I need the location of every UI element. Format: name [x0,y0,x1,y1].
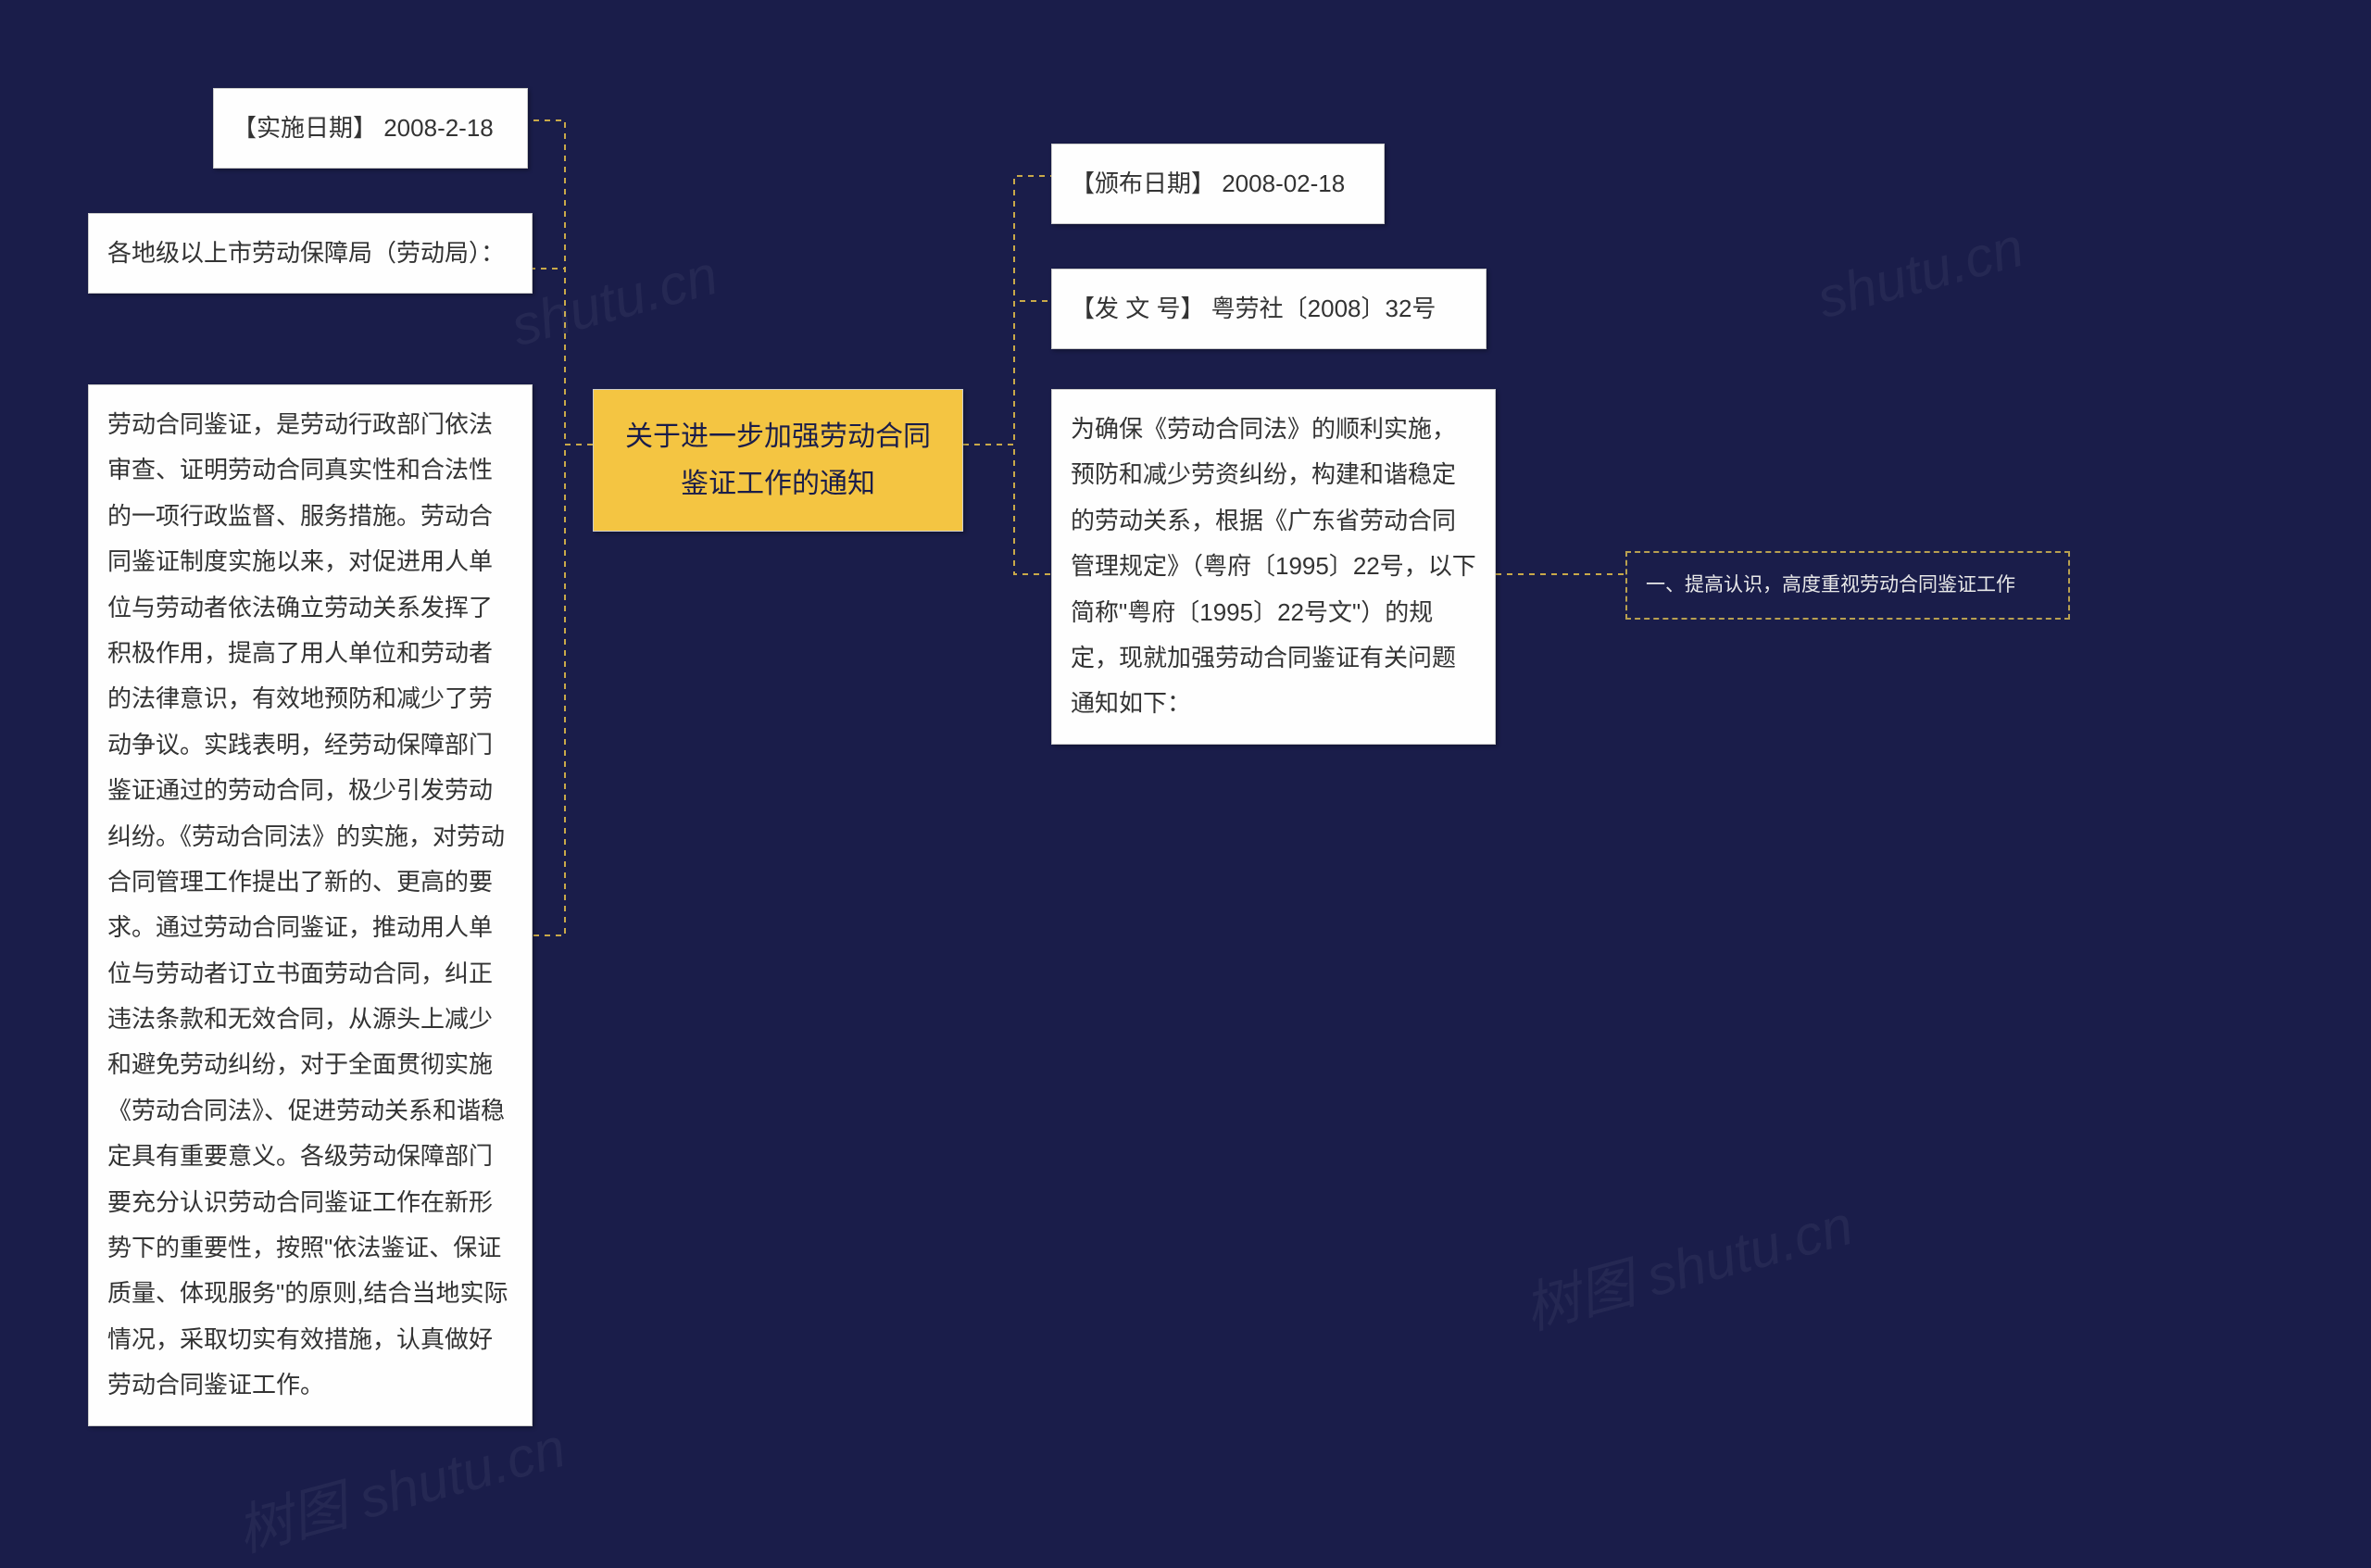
node-impl-date[interactable]: 【实施日期】 2008-2-18 [213,88,528,169]
node-section-1[interactable]: 一、提高认识，高度重视劳动合同鉴证工作 [1625,551,2070,620]
watermark: 树图 shutu.cn [1514,1180,1861,1345]
center-line1: 关于进一步加强劳动合同 [621,413,935,460]
watermark: 树图 shutu.cn [227,1402,573,1567]
node-body-left[interactable]: 劳动合同鉴证，是劳动行政部门依法审查、证明劳动合同真实性和合法性的一项行政监督、… [88,384,533,1426]
node-addressee[interactable]: 各地级以上市劳动保障局（劳动局）： [88,213,533,294]
node-promulgation-date[interactable]: 【颁布日期】 2008-02-18 [1051,144,1385,224]
node-body-right[interactable]: 为确保《劳动合同法》的顺利实施，预防和减少劳资纠纷，构建和谐稳定的劳动关系，根据… [1051,389,1496,745]
center-line2: 鉴证工作的通知 [621,460,935,508]
watermark: shutu.cn [1811,215,2030,331]
node-doc-number[interactable]: 【发 文 号】 粤劳社〔2008〕32号 [1051,269,1487,349]
watermark: shutu.cn [505,243,724,358]
center-node[interactable]: 关于进一步加强劳动合同 鉴证工作的通知 [593,389,963,532]
